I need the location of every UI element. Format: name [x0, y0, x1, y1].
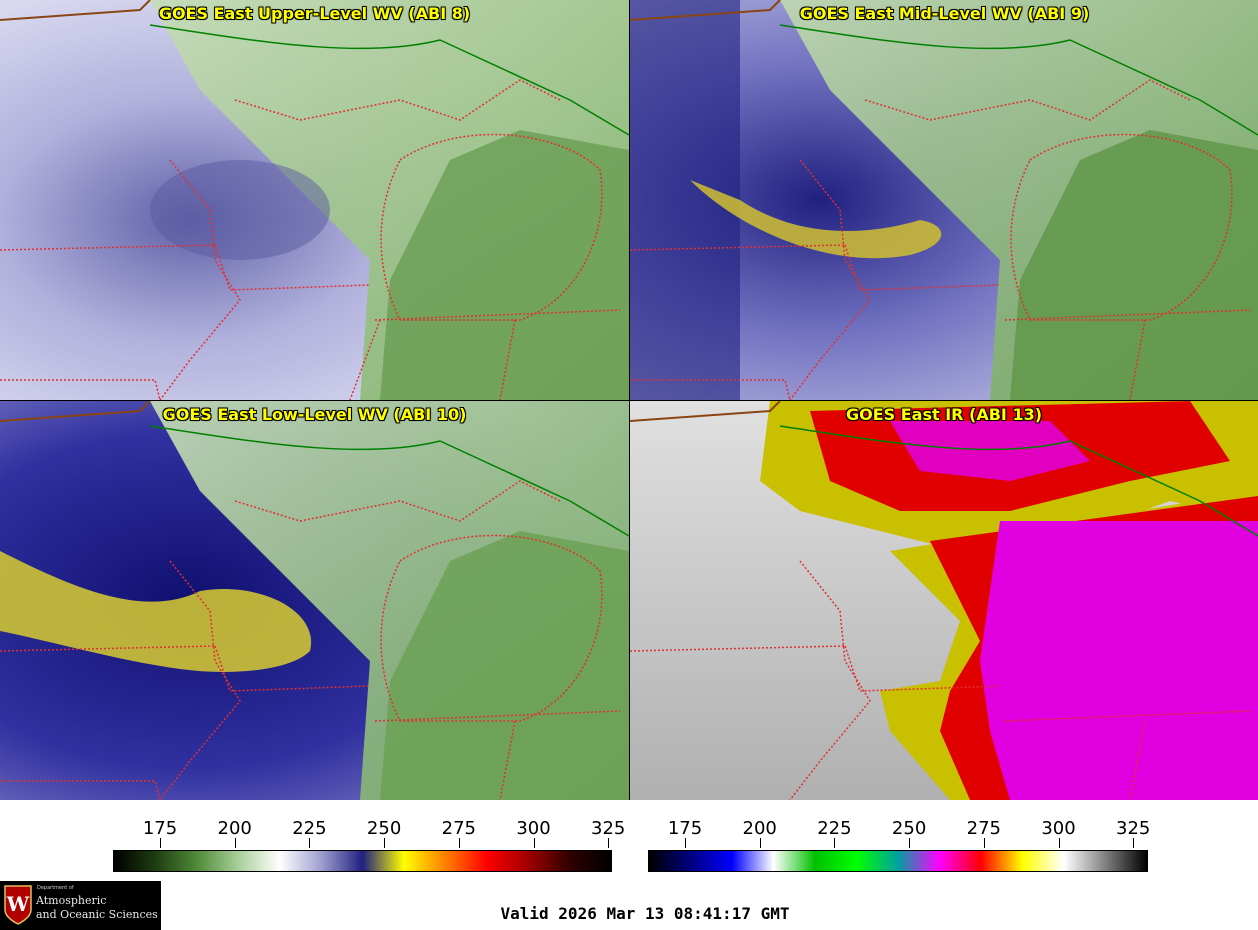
- colorbar-tick-mark: [909, 838, 911, 848]
- panel-title: GOES East Upper-Level WV (ABI 8): [158, 4, 471, 23]
- low-wv-image: [0, 401, 629, 800]
- colorbar-tick-mark: [533, 838, 535, 848]
- logo-line1: Department of: [37, 885, 74, 891]
- panel-title: GOES East Mid-Level WV (ABI 9): [799, 4, 1090, 23]
- mid-wv-image: [630, 0, 1258, 400]
- colorbar-tick-mark: [384, 838, 386, 848]
- panel-ir: GOES East IR (ABI 13): [630, 401, 1258, 800]
- colorbar-tick-mark: [1058, 838, 1060, 848]
- colorbar-tick-label: 225: [292, 818, 327, 839]
- uw-seal-icon: W: [4, 885, 32, 925]
- logo-line2: Atmospheric: [36, 894, 107, 907]
- colorbar-tick-label: 300: [516, 818, 551, 839]
- colorbar-tick-label: 175: [142, 818, 178, 839]
- aos-logo: W Department of Atmospheric and Oceanic …: [0, 881, 161, 930]
- colorbar-tick-mark: [458, 838, 460, 848]
- colorbar-tick-mark: [234, 838, 236, 848]
- colorbar-tick-label: 225: [817, 818, 852, 839]
- upper-wv-image: [0, 0, 629, 400]
- colorbar-tick-label: 250: [891, 818, 927, 839]
- colorbar-tick-label: 275: [966, 818, 1001, 839]
- colorbar-tick-label: 200: [217, 818, 252, 839]
- colorbar-tick-mark: [834, 838, 836, 848]
- panel-title: GOES East Low-Level WV (ABI 10): [162, 405, 467, 424]
- colorbar-tick-mark: [685, 838, 686, 848]
- colorbar-tick-label: 175: [667, 818, 703, 839]
- colorbar-tick-label: 300: [1041, 818, 1076, 839]
- colorbar-tick-mark: [983, 838, 985, 848]
- panel-title: GOES East IR (ABI 13): [845, 405, 1043, 424]
- colorbar-tick-label: 250: [366, 818, 402, 839]
- colorbar-tick-label: 325: [591, 818, 626, 839]
- logo-line3: and Oceanic Sciences: [36, 908, 158, 921]
- ir-colorbar: [648, 850, 1148, 872]
- valid-time: Valid 2026 Mar 13 08:41:17 GMT: [500, 904, 790, 923]
- colorbar-tick-label: 275: [441, 818, 476, 839]
- ir-image: [630, 401, 1258, 800]
- colorbar-tick-label: 325: [1116, 818, 1151, 839]
- panel-low-wv: GOES East Low-Level WV (ABI 10): [0, 401, 629, 800]
- colorbar-tick-mark: [160, 838, 161, 848]
- colorbar-tick-mark: [309, 838, 311, 848]
- colorbar-tick-mark: [608, 838, 610, 848]
- colorbar-tick-label: 200: [742, 818, 777, 839]
- panel-mid-wv: GOES East Mid-Level WV (ABI 9): [630, 0, 1258, 400]
- wv-colorbar: [113, 850, 612, 872]
- panel-divider-horizontal: [0, 400, 1258, 401]
- colorbar-tick-mark: [1133, 838, 1135, 848]
- seal-letter: W: [6, 892, 30, 916]
- panel-upper-wv: GOES East Upper-Level WV (ABI 8): [0, 0, 629, 400]
- colorbar-tick-mark: [759, 838, 761, 848]
